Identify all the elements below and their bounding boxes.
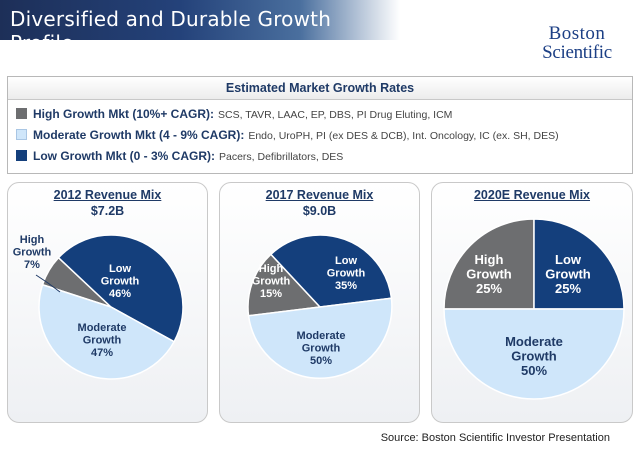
slice-label-moderate: Moderate Growth 47% — [78, 322, 127, 359]
legend-row-high: High Growth Mkt (10%+ CAGR): SCS, TAVR, L… — [16, 107, 452, 121]
leader-line — [35, 274, 61, 293]
slice-label-high: High Growth 15% — [252, 263, 291, 300]
legend-row-low: Low Growth Mkt (0 - 3% CAGR): Pacers, Def… — [16, 149, 343, 163]
company-logo: Boston Scientific — [524, 24, 630, 70]
pie-2012: High Growth 7% Low Growth 46% Moderate Growth 47… — [13, 234, 184, 380]
panel-2020e: 2020E Revenue Mix High Growth 25% Low Growth… — [431, 182, 633, 423]
panel-2017-total: $9.0B — [302, 204, 337, 218]
slice-label-moderate: Moderate Growth 50% — [297, 330, 346, 367]
legend-detail-low: Pacers, Defibrillators, DES — [219, 151, 344, 163]
panel-2017: 2017 Revenue Mix $9.0B High Growth 15% Low G… — [219, 182, 420, 423]
pie-slice-low — [269, 234, 393, 308]
logo-line-2: Scientific — [542, 42, 612, 63]
pie-slice-moderate — [38, 283, 176, 380]
pie-slice-high — [443, 218, 535, 310]
slice-label-low: Low Growth 35% — [327, 255, 366, 292]
legend-detail-moderate: Endo, UroPH, PI (ex DES & DCB), Int. Onc… — [248, 130, 559, 142]
pie-2017: High Growth 15% Low Growth 35% Moderate Growth 5… — [247, 234, 393, 379]
page-title: Diversified and Durable Growth Profile — [10, 7, 332, 40]
legend-detail-high: SCS, TAVR, LAAC, EP, DBS, PI Drug Elutin… — [218, 109, 453, 121]
pie-slice-low — [57, 234, 184, 343]
panel-2017-title: 2017 Revenue Mix — [265, 188, 374, 202]
pie-slice-moderate — [443, 308, 625, 400]
title-banner: Diversified and Durable Growth Profile — [0, 0, 400, 40]
legend-swatch-low — [16, 150, 27, 161]
panel-2012-total: $7.2B — [90, 204, 125, 218]
source-note: Source: Boston Scientific Investor Prese… — [380, 432, 610, 444]
pie-2020e: High Growth 25% Low Growth 25% Moderate Growth 5… — [443, 218, 625, 400]
legend-heading: Estimated Market Growth Rates — [8, 77, 632, 100]
slice-label-low: Low Growth 25% — [545, 252, 591, 296]
panel-2012: 2012 Revenue Mix $7.2B High Growth 7% Low Gr… — [7, 182, 208, 423]
legend-label-high: High Growth Mkt (10%+ CAGR): — [33, 107, 215, 121]
pie-slice-moderate — [247, 297, 393, 379]
slice-label-moderate: Moderate Growth 50% — [505, 334, 563, 378]
pie-slice-high — [247, 253, 322, 317]
legend-swatch-high — [16, 108, 27, 119]
pie-slice-low — [533, 218, 625, 310]
legend-swatch-moderate — [16, 129, 27, 140]
growth-rates-legend: Estimated Market Growth Rates High Growt… — [7, 76, 633, 174]
slice-label-low: Low Growth 46% — [101, 263, 140, 300]
panel-2012-title: 2012 Revenue Mix — [53, 188, 162, 202]
panel-2020e-title: 2020E Revenue Mix — [473, 188, 591, 202]
slice-label-high: High Growth 7% — [13, 234, 52, 271]
slice-label-high: High Growth 25% — [466, 252, 512, 296]
logo-line-1: Boston — [548, 23, 606, 44]
legend-label-moderate: Moderate Growth Mkt (4 - 9% CAGR): — [33, 128, 245, 142]
legend-row-moderate: Moderate Growth Mkt (4 - 9% CAGR): Endo, … — [16, 128, 559, 142]
legend-label-low: Low Growth Mkt (0 - 3% CAGR): — [33, 149, 215, 163]
